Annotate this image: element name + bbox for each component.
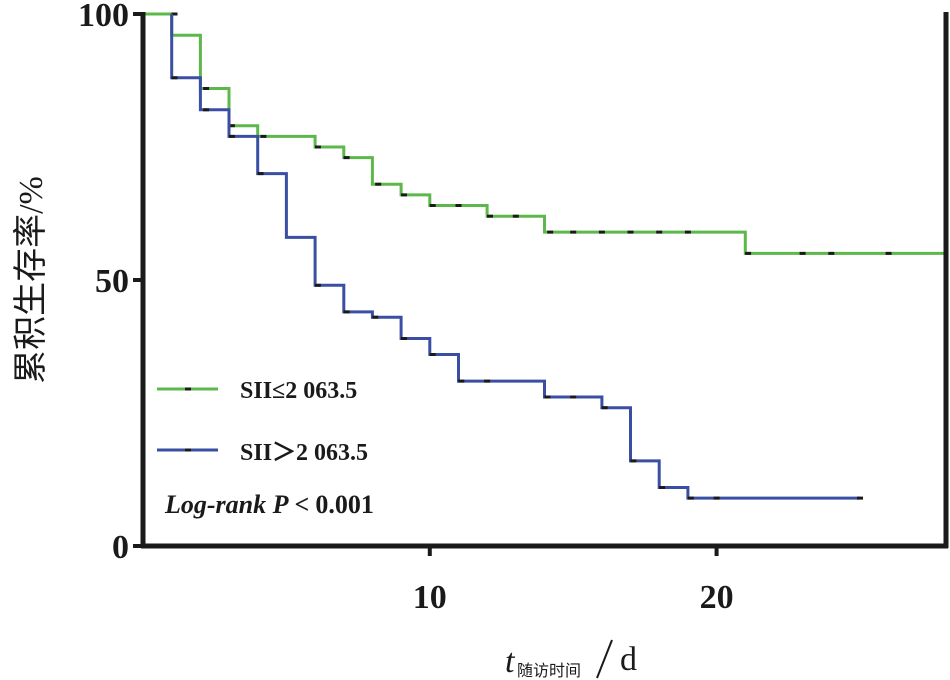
legend-item-high-sii: SII＞2 063.5 [157,440,368,466]
series-layer [143,12,946,500]
survival-curve-high-sii [170,14,860,500]
log-rank-operator: < [295,490,310,519]
survival-curve-low-sii [143,12,946,255]
x-axis-label-subscript: 随访时间 [517,662,581,680]
x-axis-label-unit: d [620,641,637,678]
y-axis-label: 累积生存率/% [12,176,50,384]
x-axis-label-main: t [505,643,516,680]
legend-label-low-sii: SII≤2 063.5 [240,378,357,404]
x-tick-label-10: 10 [413,579,447,616]
x-tick-label-20: 20 [700,579,734,616]
y-tick-label-50: 50 [95,263,129,300]
x-axis-label: t 随访时间 d [505,639,637,680]
legend-item-low-sii: SII≤2 063.5 [157,378,357,404]
log-rank-value: 0.001 [315,490,374,519]
log-rank-prefix: Log-rank P [164,490,290,519]
ticks-layer: 0 50 100 10 20 [78,0,734,616]
y-tick-label-0: 0 [112,529,129,566]
axes-layer [140,12,949,549]
y-tick-label-100: 100 [78,0,129,34]
legend: SII≤2 063.5 SII＞2 063.5 [157,378,368,466]
log-rank-annotation: Log-rank P <0.001 [164,490,374,519]
x-axis-label-slash [596,639,613,679]
legend-label-high-sii: SII＞2 063.5 [240,440,368,466]
